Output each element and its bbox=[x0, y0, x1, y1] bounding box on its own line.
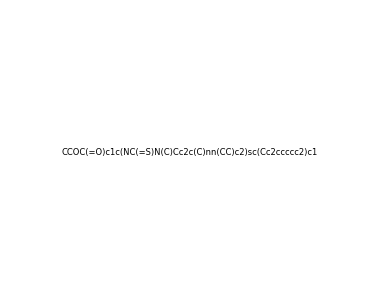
Text: CCOC(=O)c1c(NC(=S)N(C)Cc2c(C)nn(CC)c2)sc(Cc2ccccc2)c1: CCOC(=O)c1c(NC(=S)N(C)Cc2c(C)nn(CC)c2)sc… bbox=[62, 147, 318, 157]
